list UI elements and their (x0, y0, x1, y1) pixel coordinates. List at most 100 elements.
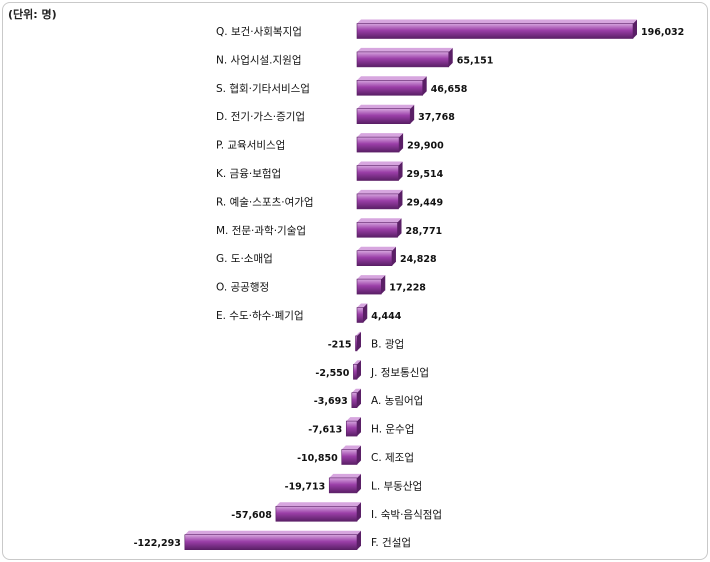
bar-side (357, 417, 361, 437)
bar-top (346, 417, 361, 422)
category-label: P. 교육서비스업 (216, 139, 285, 152)
bar-side (357, 388, 361, 408)
value-label: -2,550 (315, 368, 349, 379)
bar-side (357, 445, 361, 465)
bar-side (399, 133, 404, 153)
bar (351, 388, 361, 409)
bar (355, 331, 361, 352)
bar-front (356, 23, 634, 39)
bar-top (357, 246, 396, 251)
bar-top (357, 303, 368, 308)
bar-front (328, 477, 358, 494)
category-label: H. 운수업 (371, 423, 414, 436)
bar-side (357, 360, 361, 380)
bar-side (357, 530, 361, 550)
unit-label: (단위: 명) (8, 8, 57, 21)
bar-side (398, 161, 403, 181)
bar-front (353, 363, 358, 380)
value-label: -215 (328, 339, 352, 350)
value-label: -122,293 (134, 538, 181, 549)
bar-side (410, 104, 415, 124)
value-label: 29,900 (407, 141, 444, 152)
category-label: D. 전기·가스·증기업 (216, 110, 305, 123)
bar-front (356, 80, 423, 96)
bar-side (397, 218, 402, 238)
bar-front (356, 136, 400, 153)
bar (353, 360, 361, 380)
value-label: 196,032 (641, 27, 684, 38)
bar (356, 275, 386, 295)
bar-side (391, 246, 396, 266)
category-label: F. 건설업 (371, 536, 411, 549)
value-label: 4,444 (371, 311, 401, 322)
value-label: 65,151 (457, 55, 494, 66)
value-label: -3,693 (314, 396, 348, 407)
category-label: O. 공공행정 (216, 282, 269, 294)
category-label: M. 전문·과학·기술업 (216, 224, 306, 237)
bar-front (275, 505, 358, 522)
bar-top (184, 530, 361, 535)
category-label: B. 광업 (371, 337, 404, 350)
bar-top (357, 275, 386, 280)
bar-top (329, 473, 361, 478)
bar-side (448, 47, 453, 67)
bar-side (363, 303, 368, 323)
value-label: 28,771 (406, 226, 443, 237)
bar (356, 303, 368, 323)
bar-top (357, 189, 403, 194)
category-label: I. 숙박·음식점업 (371, 508, 442, 521)
bar-front (184, 534, 358, 551)
bar (356, 218, 402, 238)
category-label: K. 금융·보험업 (216, 167, 281, 180)
value-label: 29,514 (407, 169, 444, 180)
bar-top (357, 218, 402, 223)
category-label: E. 수도·하수·폐기업 (216, 309, 304, 322)
bar (356, 189, 403, 210)
category-label: G. 도·소매업 (216, 252, 273, 265)
bar-top (357, 76, 427, 81)
value-label: 29,449 (406, 197, 443, 208)
bar-front (356, 108, 411, 124)
category-label: C. 제조업 (371, 451, 414, 464)
bar (356, 76, 427, 96)
category-label: L. 부동산업 (371, 479, 422, 492)
bar-side (357, 473, 361, 493)
category-label: N. 사업시설.지원업 (216, 53, 302, 66)
bar (356, 104, 415, 124)
bar-front (356, 193, 399, 210)
bar-top (275, 502, 361, 507)
bar (356, 19, 637, 39)
bar-front (356, 278, 382, 295)
value-label: -7,613 (308, 425, 342, 436)
bar (356, 47, 453, 68)
bar-front (356, 307, 364, 323)
bar (356, 161, 403, 181)
category-label: A. 농림어업 (371, 394, 423, 407)
value-label: 46,658 (431, 84, 468, 95)
category-label: Q. 보건·사회복지업 (216, 25, 302, 38)
value-label: 17,228 (389, 283, 426, 294)
bar-front (356, 51, 450, 68)
bar (328, 473, 361, 494)
bar (341, 445, 361, 465)
category-label: S. 협회·기타서비스업 (216, 82, 310, 95)
bar-top (357, 19, 637, 24)
bar (345, 417, 361, 437)
bar-front (356, 165, 399, 181)
category-label: R. 예술·스포츠·여가업 (216, 195, 314, 208)
bar-top (355, 331, 361, 336)
bar-front (351, 392, 358, 409)
bar-side (357, 502, 361, 522)
value-label: -19,713 (285, 481, 326, 492)
bar-top (357, 104, 415, 109)
bar-top (351, 388, 361, 393)
value-label: 24,828 (400, 254, 437, 265)
bar (356, 246, 396, 266)
bar-side (633, 19, 637, 39)
bar-side (422, 76, 427, 96)
bar-top (357, 161, 403, 166)
bar-front (355, 335, 358, 352)
bar-side (381, 275, 386, 295)
bar (356, 133, 404, 153)
